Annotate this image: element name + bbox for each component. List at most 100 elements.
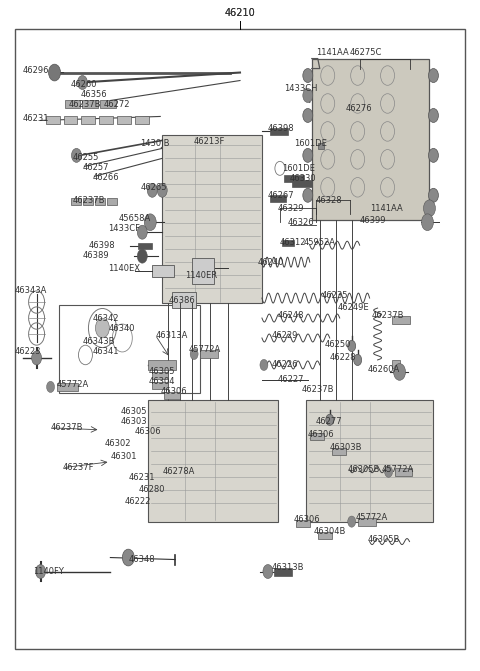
Text: 46231: 46231 (128, 473, 155, 482)
Text: 46398: 46398 (88, 241, 115, 250)
Bar (108, 199, 117, 205)
Text: 46389: 46389 (83, 251, 109, 260)
Text: 45658A: 45658A (119, 214, 151, 223)
Text: 46237B: 46237B (50, 423, 83, 432)
Text: 46305B: 46305B (348, 465, 380, 474)
Circle shape (260, 360, 268, 370)
Text: 46306: 46306 (160, 387, 187, 397)
Text: 46237B: 46237B (302, 385, 335, 395)
Text: 46276: 46276 (346, 104, 372, 113)
Text: 46304: 46304 (148, 377, 175, 386)
Text: 46343A: 46343A (15, 286, 47, 295)
Text: 46305: 46305 (120, 407, 147, 416)
Bar (135, 117, 149, 124)
Text: 46306: 46306 (308, 430, 335, 440)
Bar (84, 199, 94, 205)
Bar (152, 382, 168, 389)
Text: 46210: 46210 (225, 7, 255, 17)
Bar (306, 400, 433, 521)
Text: 1433CH: 1433CH (284, 84, 317, 93)
Bar (72, 199, 82, 205)
Text: 46272: 46272 (103, 100, 130, 109)
Bar (318, 144, 324, 150)
Bar (152, 372, 168, 379)
Bar (284, 175, 304, 183)
Circle shape (48, 64, 60, 81)
Text: 46306: 46306 (134, 427, 161, 436)
Text: 46235: 46235 (322, 291, 348, 299)
Text: 46343B: 46343B (83, 338, 115, 346)
Text: 1433CF: 1433CF (108, 223, 140, 233)
Circle shape (122, 549, 134, 566)
Circle shape (263, 564, 273, 578)
Bar (82, 117, 96, 124)
Text: 1140FY: 1140FY (33, 567, 63, 576)
Text: 1601DE: 1601DE (294, 139, 327, 148)
Text: 46250: 46250 (325, 340, 351, 350)
Text: 46223: 46223 (15, 348, 41, 356)
Circle shape (147, 183, 157, 197)
Circle shape (303, 89, 313, 103)
Text: 46222: 46222 (124, 497, 151, 506)
Text: 46340: 46340 (108, 323, 135, 333)
Bar (96, 199, 106, 205)
Bar (274, 568, 292, 576)
Text: 1140EX: 1140EX (108, 264, 140, 272)
Text: 1140ER: 1140ER (185, 270, 217, 280)
Bar (164, 392, 180, 399)
Text: 46237F: 46237F (62, 463, 94, 472)
Text: 46329: 46329 (278, 204, 304, 213)
Bar (117, 117, 132, 124)
Circle shape (326, 414, 334, 425)
Bar (292, 180, 312, 187)
Text: 46341: 46341 (93, 348, 119, 356)
Circle shape (384, 466, 393, 477)
Bar (392, 360, 399, 368)
Text: 46328: 46328 (316, 196, 342, 205)
Circle shape (303, 148, 313, 162)
Text: 46306: 46306 (294, 515, 321, 524)
Text: 46312: 46312 (280, 238, 306, 247)
Circle shape (303, 189, 313, 202)
Circle shape (77, 76, 87, 89)
Bar (395, 468, 412, 476)
Bar (63, 117, 77, 124)
Text: 46304B: 46304B (314, 527, 346, 536)
Bar (57, 383, 78, 391)
Circle shape (137, 249, 147, 263)
Bar (270, 128, 288, 136)
Text: 46248: 46248 (278, 311, 304, 319)
Text: 46275C: 46275C (350, 48, 382, 57)
Text: 46213F: 46213F (193, 137, 225, 146)
Text: 46326: 46326 (288, 217, 314, 227)
Bar (64, 101, 81, 109)
Circle shape (157, 183, 167, 197)
Bar (332, 448, 346, 455)
Bar (99, 117, 113, 124)
Text: 46305B: 46305B (368, 535, 400, 544)
Bar (148, 400, 278, 521)
Circle shape (137, 225, 147, 239)
Bar (83, 101, 98, 109)
Text: 46356: 46356 (81, 90, 107, 99)
Bar (312, 58, 430, 220)
Text: 46231: 46231 (23, 114, 49, 123)
Circle shape (47, 381, 55, 393)
Text: 46229: 46229 (272, 331, 298, 340)
Circle shape (429, 189, 438, 202)
Text: 46210: 46210 (225, 7, 255, 17)
Text: 46296: 46296 (23, 66, 49, 75)
Text: 45772A: 45772A (57, 380, 89, 389)
Text: 46277: 46277 (316, 417, 342, 426)
Text: 46237B: 46237B (72, 196, 105, 205)
Circle shape (303, 109, 313, 122)
Text: 46303: 46303 (120, 417, 147, 426)
Text: 46302: 46302 (104, 440, 131, 448)
Text: 46237B: 46237B (372, 311, 404, 319)
Text: 46301: 46301 (110, 452, 137, 461)
Circle shape (429, 109, 438, 122)
Bar (296, 519, 310, 527)
Bar (148, 360, 176, 370)
Text: 45772A: 45772A (382, 465, 414, 474)
Text: 46278A: 46278A (162, 467, 194, 476)
